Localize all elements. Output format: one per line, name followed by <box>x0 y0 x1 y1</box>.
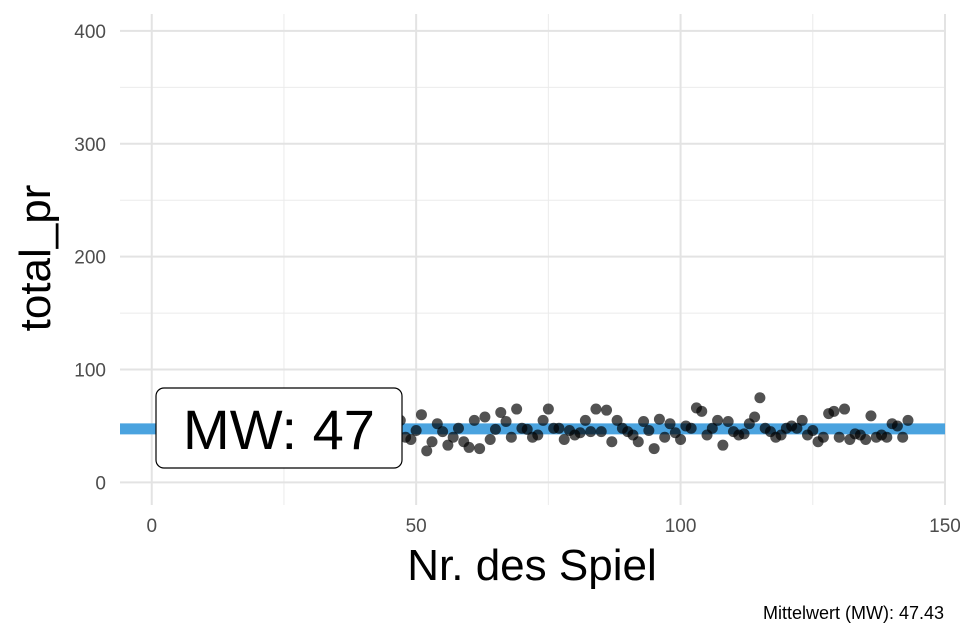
data-point <box>537 414 549 426</box>
x-tick-label: 50 <box>406 516 427 537</box>
data-point <box>500 415 512 427</box>
x-tick-label: 100 <box>665 516 697 537</box>
data-point <box>891 420 903 432</box>
data-point <box>860 434 872 446</box>
data-point <box>595 426 607 438</box>
data-point <box>532 429 544 441</box>
data-point <box>415 409 427 421</box>
data-point <box>542 403 554 415</box>
data-point <box>664 418 676 430</box>
data-point <box>410 425 422 437</box>
data-point <box>606 436 618 448</box>
data-point <box>807 425 819 437</box>
data-point <box>558 434 570 446</box>
data-point <box>574 427 586 439</box>
major-gridlines <box>120 14 946 505</box>
y-tick-label: 300 <box>74 135 106 156</box>
data-point <box>590 403 602 415</box>
caption: Mittelwert (MW): 47.43 <box>763 603 944 623</box>
data-point <box>426 436 438 448</box>
data-points <box>394 392 914 457</box>
x-tick-label: 0 <box>146 516 157 537</box>
data-point <box>696 405 708 417</box>
data-point <box>437 426 449 438</box>
data-point <box>421 445 433 457</box>
data-point <box>897 431 909 443</box>
data-point <box>754 392 766 404</box>
data-point <box>495 406 507 418</box>
data-point <box>685 422 697 434</box>
data-point <box>638 415 650 427</box>
data-point <box>479 411 491 423</box>
data-point <box>902 414 914 426</box>
data-point <box>796 414 808 426</box>
data-point <box>632 436 644 448</box>
data-point <box>431 418 443 430</box>
y-axis-tick-labels: 0 100 200 300 400 <box>74 22 106 494</box>
y-axis-title: total_pr <box>11 185 60 332</box>
data-point <box>489 423 501 435</box>
data-point <box>722 415 734 427</box>
x-tick-label: 150 <box>929 516 960 537</box>
data-point <box>585 426 597 438</box>
y-tick-label: 400 <box>74 22 106 43</box>
data-point <box>611 414 623 426</box>
data-point <box>839 403 851 415</box>
mean-annotation-box <box>155 387 403 469</box>
data-point <box>706 422 718 434</box>
data-point <box>717 439 729 451</box>
data-point <box>738 428 750 440</box>
data-point <box>447 431 459 443</box>
data-point <box>653 413 665 425</box>
y-tick-label: 0 <box>95 473 106 494</box>
mean-annotation-label: MW: 47 <box>183 398 375 461</box>
mean-annotation: MW: 47 <box>155 387 403 469</box>
data-point <box>601 404 613 416</box>
y-tick-label: 100 <box>74 361 106 382</box>
data-point <box>505 431 517 443</box>
data-point <box>643 425 655 437</box>
data-point <box>817 431 829 443</box>
data-point <box>405 434 417 446</box>
data-point <box>553 422 565 434</box>
data-point <box>648 443 660 455</box>
x-axis-title: Nr. des Spiel <box>407 541 656 590</box>
data-point <box>468 414 480 426</box>
data-point <box>463 441 475 453</box>
data-point <box>511 403 523 415</box>
data-point <box>659 431 671 443</box>
data-point <box>833 431 845 443</box>
y-tick-label: 200 <box>74 248 106 269</box>
data-point <box>675 434 687 446</box>
data-point <box>452 422 464 434</box>
data-point <box>521 423 533 435</box>
data-point <box>828 405 840 417</box>
data-point <box>791 422 803 434</box>
data-point <box>712 414 724 426</box>
data-point <box>749 411 761 423</box>
data-point <box>865 410 877 422</box>
data-point <box>484 434 496 446</box>
x-axis-tick-labels: 0 50 100 150 <box>146 516 960 537</box>
data-point <box>474 443 486 455</box>
data-point <box>442 439 454 451</box>
data-point <box>579 414 591 426</box>
data-point <box>881 431 893 443</box>
